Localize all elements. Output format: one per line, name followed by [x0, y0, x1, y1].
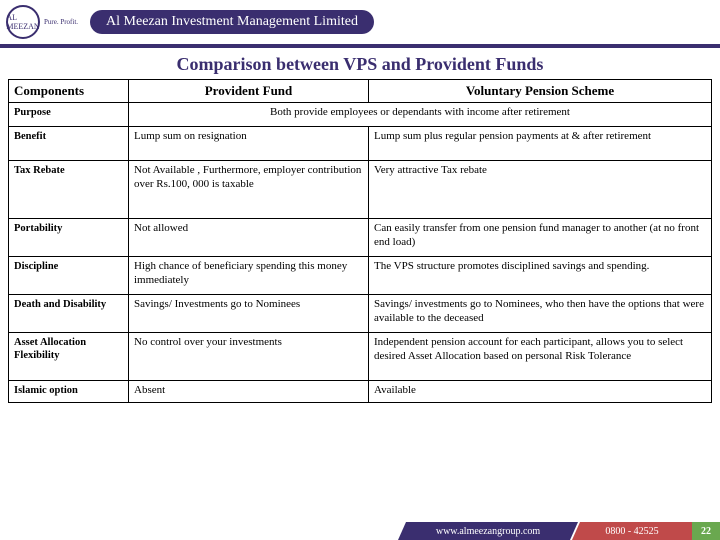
header-provident: Provident Fund	[129, 80, 369, 103]
row-span-cell: Both provide employees or dependants wit…	[129, 103, 712, 127]
row-provident-cell: Absent	[129, 381, 369, 403]
row-vps-cell: Available	[369, 381, 712, 403]
table-row: BenefitLump sum on resignationLump sum p…	[9, 127, 712, 161]
row-label: Asset Allocation Flexibility	[9, 333, 129, 381]
row-label: Tax Rebate	[9, 161, 129, 219]
header-vps: Voluntary Pension Scheme	[369, 80, 712, 103]
row-provident-cell: No control over your investments	[129, 333, 369, 381]
table-header-row: Components Provident Fund Voluntary Pens…	[9, 80, 712, 103]
logo-icon: AL MEEZAN	[6, 5, 40, 39]
footer-spacer	[0, 522, 398, 540]
row-provident-cell: Not Available , Furthermore, employer co…	[129, 161, 369, 219]
table-row: PurposeBoth provide employees or dependa…	[9, 103, 712, 127]
footer: www.almeezangroup.com 0800 - 42525 22	[0, 522, 720, 540]
row-provident-cell: Savings/ Investments go to Nominees	[129, 295, 369, 333]
top-banner: AL MEEZAN Pure. Profit. Al Meezan Invest…	[0, 0, 720, 48]
row-vps-cell: The VPS structure promotes disciplined s…	[369, 257, 712, 295]
row-label: Benefit	[9, 127, 129, 161]
footer-page-number: 22	[692, 522, 720, 540]
comparison-table: Components Provident Fund Voluntary Pens…	[8, 79, 712, 403]
row-label: Islamic option	[9, 381, 129, 403]
row-vps-cell: Lump sum plus regular pension payments a…	[369, 127, 712, 161]
footer-url: www.almeezangroup.com	[398, 522, 578, 540]
row-vps-cell: Can easily transfer from one pension fun…	[369, 219, 712, 257]
company-name: Al Meezan Investment Management Limited	[90, 10, 374, 34]
row-label: Portability	[9, 219, 129, 257]
row-vps-cell: Very attractive Tax rebate	[369, 161, 712, 219]
row-provident-cell: Lump sum on resignation	[129, 127, 369, 161]
row-provident-cell: Not allowed	[129, 219, 369, 257]
row-provident-cell: High chance of beneficiary spending this…	[129, 257, 369, 295]
logo-subtext: Pure. Profit.	[44, 18, 78, 26]
table-row: Tax RebateNot Available , Furthermore, e…	[9, 161, 712, 219]
row-vps-cell: Savings/ investments go to Nominees, who…	[369, 295, 712, 333]
row-vps-cell: Independent pension account for each par…	[369, 333, 712, 381]
table-row: Death and DisabilitySavings/ Investments…	[9, 295, 712, 333]
table-row: Asset Allocation FlexibilityNo control o…	[9, 333, 712, 381]
logo-text: AL MEEZAN	[6, 13, 39, 31]
row-label: Purpose	[9, 103, 129, 127]
table-body: PurposeBoth provide employees or dependa…	[9, 103, 712, 403]
comparison-table-wrap: Components Provident Fund Voluntary Pens…	[0, 79, 720, 403]
table-row: Islamic optionAbsentAvailable	[9, 381, 712, 403]
page-title: Comparison between VPS and Provident Fun…	[0, 54, 720, 75]
header-components: Components	[9, 80, 129, 103]
table-row: PortabilityNot allowedCan easily transfe…	[9, 219, 712, 257]
table-row: DisciplineHigh chance of beneficiary spe…	[9, 257, 712, 295]
row-label: Discipline	[9, 257, 129, 295]
footer-phone: 0800 - 42525	[572, 522, 692, 540]
row-label: Death and Disability	[9, 295, 129, 333]
